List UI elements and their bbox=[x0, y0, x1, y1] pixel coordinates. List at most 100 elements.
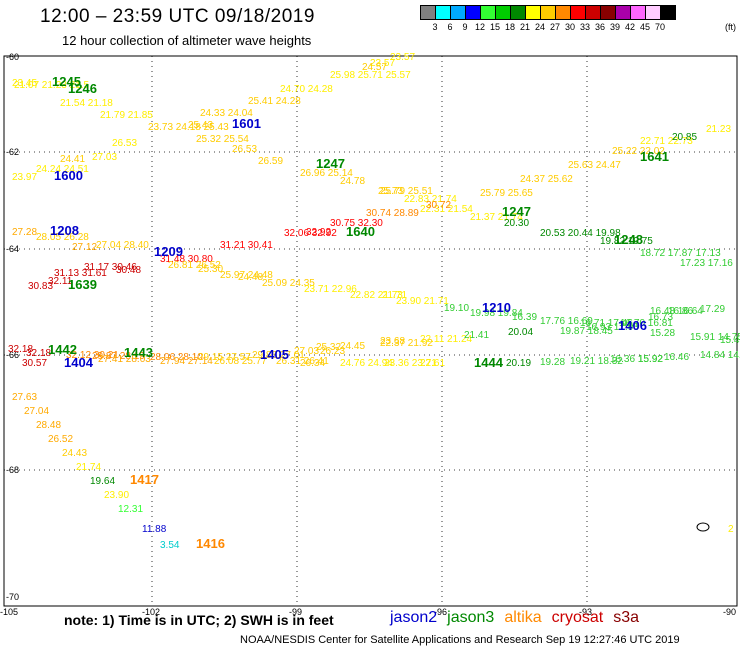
value-label: 28.48 bbox=[36, 420, 61, 431]
wave-height-values: 23.45 23.57 24.57 25.43 23.97 24.41 26.5… bbox=[8, 52, 731, 551]
svg-text:16.70 16.81: 16.70 16.81 bbox=[620, 318, 673, 329]
svg-text:23.71 22.96: 23.71 22.96 bbox=[304, 284, 357, 295]
svg-text:24.37 25.62: 24.37 25.62 bbox=[520, 174, 573, 185]
legend-label: 9 bbox=[462, 22, 468, 32]
svg-text:26.53: 26.53 bbox=[112, 138, 137, 149]
lat-label: -66 bbox=[6, 350, 19, 360]
svg-text:25.98 25.71 25.57: 25.98 25.71 25.57 bbox=[330, 70, 411, 81]
svg-text:24.76 24.94: 24.76 24.94 bbox=[340, 358, 393, 369]
value-label: 30.48 bbox=[116, 265, 141, 276]
lat-label: -68 bbox=[6, 465, 19, 475]
svg-text:28.06 28.10: 28.06 28.10 bbox=[150, 352, 203, 363]
svg-text:26.23: 26.23 bbox=[320, 346, 345, 357]
lon-label: -99 bbox=[289, 607, 302, 617]
time-label: 1247 bbox=[316, 156, 345, 171]
value-label: 21.23 bbox=[706, 124, 731, 135]
svg-text:15.4: 15.4 bbox=[720, 335, 740, 346]
legend-label: 21 bbox=[519, 22, 530, 32]
svg-text:16.71 17.46: 16.71 17.46 bbox=[580, 318, 633, 329]
svg-text:2: 2 bbox=[728, 524, 734, 535]
time-label: 1442 bbox=[48, 342, 77, 357]
value-label: 16.73 bbox=[648, 312, 673, 323]
value-label: 32.92 bbox=[306, 227, 331, 238]
svg-text:19.82 19.75: 19.82 19.75 bbox=[600, 236, 653, 247]
legend-swatch bbox=[450, 5, 466, 20]
legend-label: 36 bbox=[594, 22, 605, 32]
svg-text:22.37 21.92: 22.37 21.92 bbox=[380, 338, 433, 349]
gridlines bbox=[4, 56, 737, 606]
value-label: 27.12 bbox=[72, 242, 97, 253]
time-label: 1246 bbox=[68, 81, 97, 96]
svg-text:19.87 18.45: 19.87 18.45 bbox=[560, 326, 613, 337]
svg-text:27.04 28.40: 27.04 28.40 bbox=[96, 240, 149, 251]
axis-labels: -60 -62 -64 -66 -68 -70 -105 -102 -99 -9… bbox=[0, 52, 736, 617]
svg-text:20.53 20.44 19.98: 20.53 20.44 19.98 bbox=[540, 228, 621, 239]
svg-text:21.54 21.18: 21.54 21.18 bbox=[60, 98, 113, 109]
value-label: 24.41 bbox=[60, 154, 85, 165]
value-label: 20.19 bbox=[506, 358, 531, 369]
legend-swatch bbox=[510, 5, 526, 20]
time-label: 1416 bbox=[196, 536, 225, 551]
footer-credit: NOAA/NESDIS Center for Satellite Applica… bbox=[240, 634, 680, 646]
value-label: 23.68 bbox=[380, 336, 405, 347]
svg-text:19.98 19.84: 19.98 19.84 bbox=[470, 308, 523, 319]
legend-swatch bbox=[600, 5, 616, 20]
value-label: 16.39 bbox=[512, 312, 537, 323]
page-subtitle: 12 hour collection of altimeter wave hei… bbox=[62, 33, 312, 48]
plot-frame bbox=[3, 55, 738, 607]
lat-label: -62 bbox=[6, 147, 19, 157]
svg-text:31.21 30.41: 31.21 30.41 bbox=[220, 240, 273, 251]
svg-text:16.93 17.93: 16.93 17.93 bbox=[586, 322, 639, 333]
svg-text:26.34: 26.34 bbox=[300, 358, 325, 369]
note-text: note: 1) Time is in UTC; 2) SWH is in fe… bbox=[64, 612, 334, 628]
svg-text:23.90 21.71: 23.90 21.71 bbox=[396, 296, 449, 307]
svg-text:28.05 26.28: 28.05 26.28 bbox=[36, 232, 89, 243]
svg-text:24.24 24.51: 24.24 24.51 bbox=[36, 164, 89, 175]
svg-text:16.46: 16.46 bbox=[664, 352, 689, 363]
svg-text:22.31 21.54: 22.31 21.54 bbox=[420, 204, 473, 215]
legend-label: 18 bbox=[504, 22, 515, 32]
svg-text:26.81 26.52: 26.81 26.52 bbox=[168, 260, 221, 271]
value-label: 23.57 bbox=[390, 52, 415, 63]
svg-text:26.08 25.77: 26.08 25.77 bbox=[214, 356, 267, 367]
svg-text:26.53: 26.53 bbox=[232, 144, 257, 155]
value-label: 32.11 bbox=[48, 276, 73, 287]
legend-label: 45 bbox=[639, 22, 650, 32]
lat-label: -70 bbox=[6, 592, 19, 602]
value-label: 25.73 bbox=[378, 186, 403, 197]
value-label: 3.54 bbox=[160, 540, 180, 551]
svg-text:16.36 15.92: 16.36 15.92 bbox=[610, 354, 663, 365]
time-label: 1404 bbox=[64, 355, 94, 370]
svg-text:25.09 24.35: 25.09 24.35 bbox=[262, 278, 315, 289]
time-label: 1641 bbox=[640, 149, 669, 164]
value-label: 23.45 bbox=[12, 78, 37, 89]
svg-text:23.73 24.18 25.43: 23.73 24.18 25.43 bbox=[148, 122, 229, 133]
page-title: 12:00 – 23:59 UTC 09/18/2019 bbox=[40, 6, 315, 27]
time-label: 1639 bbox=[68, 277, 97, 292]
svg-text:26.31 26.41: 26.31 26.41 bbox=[276, 356, 329, 367]
svg-text:25.32 25.54: 25.32 25.54 bbox=[196, 134, 249, 145]
svg-text:19.28: 19.28 bbox=[540, 357, 565, 368]
svg-text:17.76 16.69: 17.76 16.69 bbox=[540, 316, 593, 327]
time-label: 1405 bbox=[260, 347, 289, 362]
satellite-name: jason2 bbox=[390, 609, 438, 626]
value-label: 27.04 bbox=[24, 406, 49, 417]
svg-text:25.41 24.28: 25.41 24.28 bbox=[248, 96, 301, 107]
legend-swatch bbox=[585, 5, 601, 20]
svg-text:23.57: 23.57 bbox=[370, 58, 395, 69]
legend-swatch bbox=[615, 5, 631, 20]
lon-label: -93 bbox=[579, 607, 592, 617]
value-label: 26.52 bbox=[48, 434, 73, 445]
value-label: 20.30 bbox=[504, 218, 529, 229]
satellite-name: altika bbox=[504, 609, 542, 626]
svg-text:29.15 27.57: 29.15 27.57 bbox=[198, 352, 251, 363]
svg-text:25.79 25.51: 25.79 25.51 bbox=[380, 186, 433, 197]
legend-swatch bbox=[525, 5, 541, 20]
value-label: 25.32 bbox=[316, 342, 341, 353]
time-label: 1209 bbox=[154, 244, 183, 259]
time-label: 1443 bbox=[124, 345, 153, 360]
value-label: 24.43 bbox=[62, 448, 87, 459]
value-label: 30.57 bbox=[22, 358, 47, 369]
svg-text:32.18: 32.18 bbox=[26, 348, 51, 359]
